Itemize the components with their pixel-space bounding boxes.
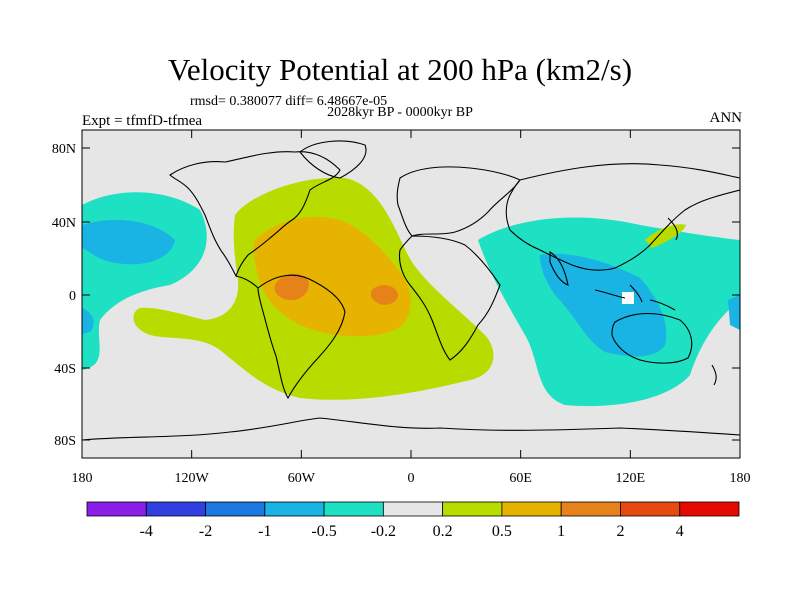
lat-label: 40N [52, 216, 76, 231]
colorbar-segment [264, 501, 325, 517]
contour-pos-atlantic-core [370, 285, 398, 305]
lon-label: 180 [730, 471, 751, 486]
coastlines [82, 140, 740, 441]
stats-text: rmsd= 0.380077 diff= 6.48667e-05 [190, 94, 388, 109]
map-title: Velocity Potential at 200 hPa (km2/s) [167, 52, 633, 87]
colorbar-segment [442, 501, 503, 517]
lat-label: 80N [52, 142, 76, 157]
lon-label: 60E [509, 471, 532, 486]
lon-label: 120E [616, 471, 646, 486]
coast-greenland [299, 140, 367, 179]
coast-australia [611, 313, 693, 364]
colorbar-label: 1 [557, 523, 565, 540]
coast-india [549, 251, 569, 286]
contour-neg-indo-inner [540, 253, 667, 357]
coast-japan [667, 217, 678, 241]
colorbar-label: -0.5 [311, 523, 336, 540]
coast-antarctica [82, 417, 740, 441]
lat-label: 0 [69, 289, 76, 304]
period-text: 2028kyr BP - 0000kyr BP [327, 105, 473, 120]
map-plot-area [82, 130, 740, 458]
lon-axis: 180 120W 60W 0 60E 120E 180 [72, 130, 751, 486]
colorbar-segment [145, 501, 206, 517]
colorbar-label: -0.2 [371, 523, 396, 540]
coast-new-zealand [711, 364, 717, 386]
lon-label: 0 [408, 471, 415, 486]
contour-pos-japan [645, 224, 686, 248]
contour-neutral-patch [622, 292, 634, 304]
colorbar-label: -4 [140, 523, 153, 540]
colorbar-label: -1 [258, 523, 271, 540]
coast-africa [398, 235, 501, 361]
colorbar-label: 2 [616, 523, 624, 540]
season-label: ANN [709, 110, 743, 126]
colorbar-label: 0.2 [433, 523, 453, 540]
lat-label: 80S [54, 434, 76, 449]
coast-central-america [235, 275, 259, 289]
colorbar-label: 4 [676, 523, 684, 540]
coast-south-america [257, 274, 346, 400]
lat-label: 40S [54, 362, 76, 377]
colorbar: -4 -2 -1 -0.5 -0.2 0.2 0.5 1 2 4 [86, 501, 740, 540]
colorbar-segment [205, 501, 266, 517]
coast-asia [505, 163, 740, 271]
contour-neg-pacific-south [82, 308, 94, 334]
coast-north-america [169, 151, 341, 278]
colorbar-segment [620, 501, 681, 517]
contour-neg-east-edge [728, 295, 740, 330]
contour-pos-amazon-core [274, 273, 309, 301]
colorbar-segment [323, 501, 384, 517]
colorbar-label: -2 [199, 523, 212, 540]
lon-label: 180 [72, 471, 93, 486]
colorbar-segment [86, 501, 147, 517]
contour-neg-pacific-inner [82, 220, 175, 265]
contour-pos-atlantic-mid [253, 216, 411, 337]
coast-europe [396, 166, 521, 237]
lon-label: 120W [175, 471, 210, 486]
lat-axis: 80N 40N 0 40S 80S [52, 142, 740, 449]
colorbar-segment [382, 501, 444, 517]
experiment-label: Expt = tfmfD-tfmea [82, 113, 203, 129]
colorbar-segment [560, 501, 621, 517]
colorbar-label: 0.5 [492, 523, 512, 540]
colorbar-segment [679, 501, 740, 517]
coast-indonesia [594, 284, 676, 311]
colorbar-segment [501, 501, 562, 517]
lon-label: 60W [288, 471, 316, 486]
